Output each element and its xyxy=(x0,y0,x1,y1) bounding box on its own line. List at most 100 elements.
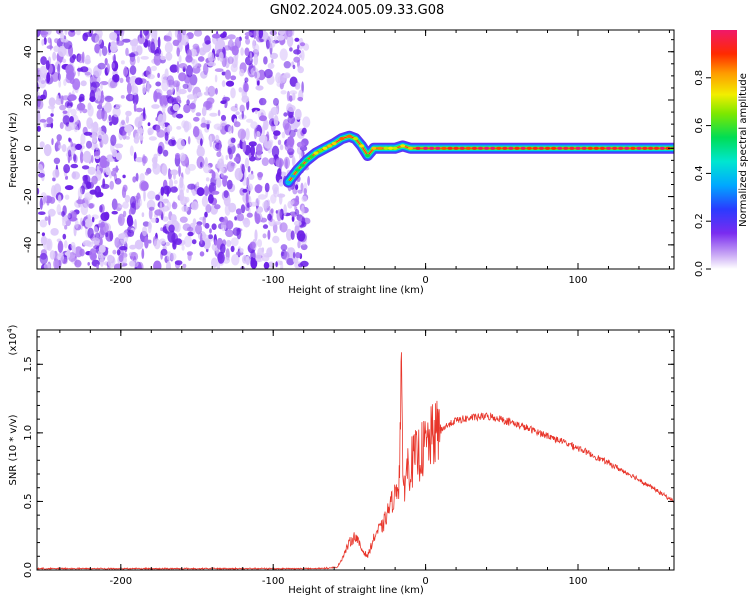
noise-speck xyxy=(216,151,222,158)
noise-speck xyxy=(203,63,209,75)
noise-speck xyxy=(80,203,89,216)
noise-speck xyxy=(144,236,149,249)
noise-speck xyxy=(122,201,129,209)
noise-speck xyxy=(138,198,143,207)
noise-speck xyxy=(197,56,205,62)
snr-y-label: SNR (10 * v/v) xyxy=(8,414,19,485)
colorbar-label: Normalized spectral amplitude xyxy=(738,73,749,227)
noise-speck xyxy=(278,179,284,187)
snr-frame xyxy=(36,329,675,571)
noise-speck xyxy=(105,166,111,176)
noise-speck xyxy=(204,157,208,167)
noise-speck xyxy=(295,252,301,259)
noise-speck xyxy=(297,96,304,102)
noise-speck xyxy=(204,211,208,218)
noise-speck xyxy=(91,237,101,245)
noise-speck xyxy=(87,214,92,222)
noise-speck xyxy=(186,49,192,60)
noise-speck xyxy=(248,141,257,147)
noise-speck xyxy=(168,224,175,233)
spectrogram-x-tick-label: -200 xyxy=(109,275,132,286)
noise-speck xyxy=(252,39,256,50)
noise-speck xyxy=(157,36,161,49)
noise-speck xyxy=(250,121,258,129)
noise-speck xyxy=(200,161,203,168)
noise-speck xyxy=(57,45,67,57)
noise-speck xyxy=(175,222,181,233)
noise-speck xyxy=(186,188,190,194)
noise-speck xyxy=(98,244,106,253)
noise-speck xyxy=(294,37,300,42)
noise-speck xyxy=(178,182,185,193)
noise-speck xyxy=(69,56,76,63)
noise-speck xyxy=(270,194,277,204)
noise-speck xyxy=(166,201,171,211)
noise-speck xyxy=(207,85,216,97)
noise-speck xyxy=(94,43,101,54)
noise-speck xyxy=(254,229,258,242)
noise-speck xyxy=(61,144,67,153)
noise-speck xyxy=(129,196,137,208)
ridge-spot xyxy=(624,146,630,150)
ridge-spot xyxy=(459,146,465,150)
noise-speck xyxy=(118,254,124,263)
snr-y-tick-label: 1.0 xyxy=(23,425,34,441)
noise-speck xyxy=(207,61,216,67)
noise-speck xyxy=(150,30,158,40)
noise-speck xyxy=(271,145,280,158)
noise-speck xyxy=(104,211,110,221)
noise-speck xyxy=(246,118,253,123)
noise-speck xyxy=(307,175,310,186)
noise-speck xyxy=(40,56,47,66)
noise-speck xyxy=(240,204,246,214)
noise-speck xyxy=(300,182,304,192)
noise-speck xyxy=(176,126,182,130)
noise-speck xyxy=(124,66,128,71)
noise-speck xyxy=(172,39,180,46)
ridge-spot xyxy=(526,146,532,150)
ridge-spot xyxy=(514,146,520,150)
noise-speck xyxy=(203,238,211,250)
noise-speck xyxy=(46,117,54,124)
ridge-spot xyxy=(606,146,611,150)
noise-speck xyxy=(157,72,161,78)
noise-speck xyxy=(178,55,182,63)
ridge-spot xyxy=(642,146,648,150)
noise-speck xyxy=(155,194,161,201)
noise-speck xyxy=(289,47,293,52)
spectrogram-frame xyxy=(36,29,675,270)
noise-speck xyxy=(45,60,50,71)
noise-speck xyxy=(228,126,232,134)
noise-speck xyxy=(196,91,203,97)
noise-speck xyxy=(62,221,66,227)
noise-speck xyxy=(286,228,293,241)
ridge-spot xyxy=(346,134,352,138)
ridge-spot xyxy=(339,137,345,141)
noise-speck xyxy=(135,240,142,247)
noise-speck xyxy=(292,251,296,259)
snr-x-tick-label: -200 xyxy=(109,576,132,587)
noise-speck xyxy=(238,87,243,93)
noise-speck xyxy=(84,192,93,201)
noise-speck xyxy=(150,217,157,223)
noise-speck xyxy=(39,197,43,210)
noise-speck xyxy=(56,134,62,142)
noise-speck xyxy=(176,138,185,150)
noise-speck xyxy=(170,169,179,176)
noise-speck xyxy=(37,99,44,110)
noise-speck xyxy=(241,95,250,103)
noise-speck xyxy=(297,44,300,50)
noise-speck xyxy=(261,157,269,167)
noise-speck xyxy=(189,102,196,110)
snr-y-tick-label: 0.0 xyxy=(23,562,34,578)
ridge-spot xyxy=(587,146,593,150)
noise-speck xyxy=(91,131,98,144)
noise-speck xyxy=(283,251,290,261)
noise-speck xyxy=(192,59,198,69)
noise-speck xyxy=(135,107,144,113)
noise-speck xyxy=(148,136,157,141)
noise-speck xyxy=(114,237,121,248)
noise-speck xyxy=(137,34,145,45)
noise-speck xyxy=(142,221,150,227)
